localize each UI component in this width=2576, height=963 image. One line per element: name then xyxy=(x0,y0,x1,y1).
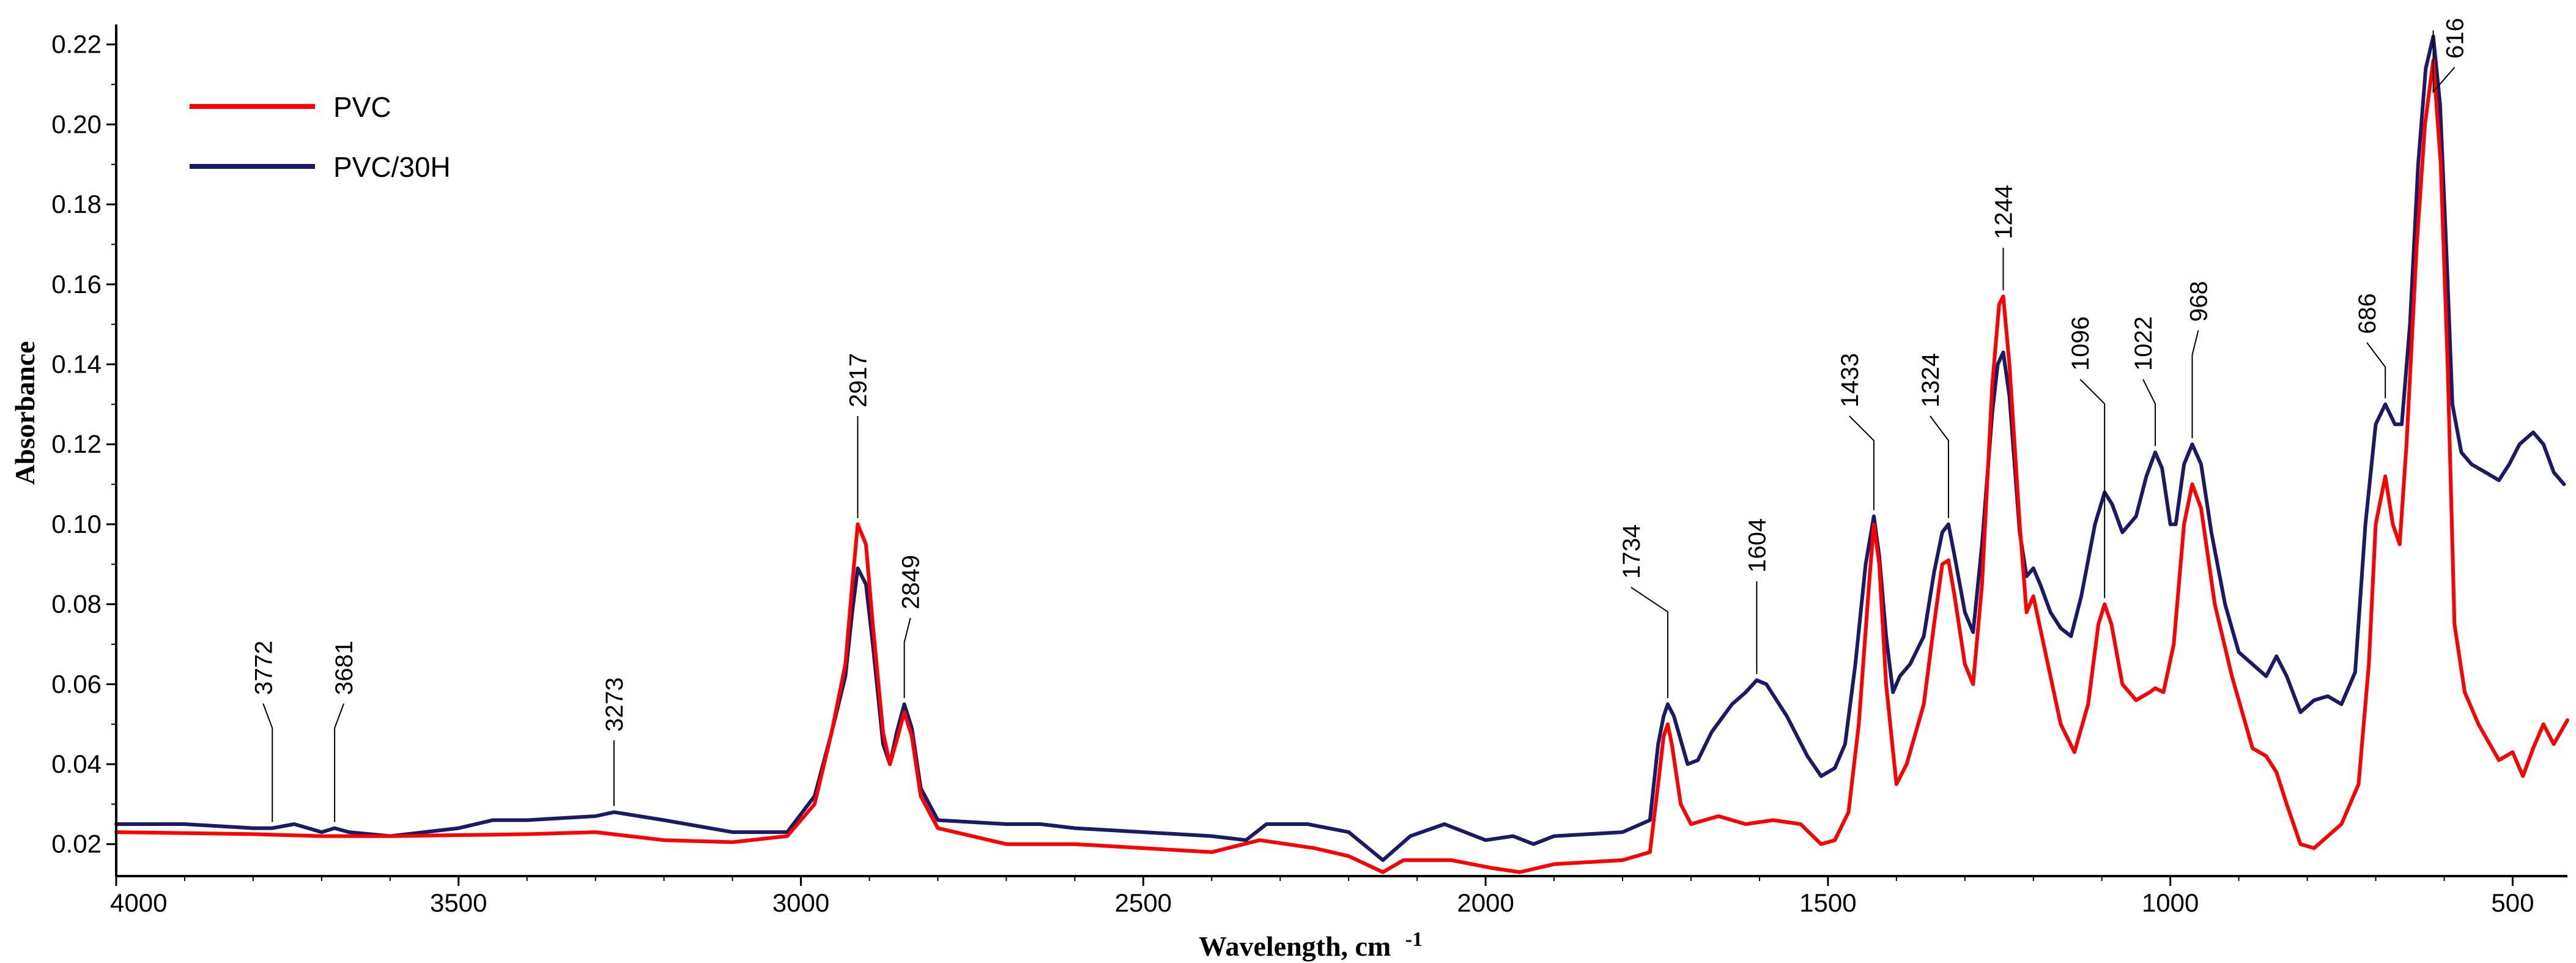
x-tick-label-2000: 2000 xyxy=(1457,888,1514,917)
peak-leader-3681 xyxy=(334,703,345,822)
peak-label-1022: 1022 xyxy=(2130,316,2157,371)
x-tick-label-3500: 3500 xyxy=(430,888,487,917)
peak-leader-2849 xyxy=(903,617,911,698)
legend-label-pvc: PVC xyxy=(333,91,391,123)
y-tick-label-7: 0.16 xyxy=(51,270,102,299)
peak-leader-1022 xyxy=(2142,379,2156,447)
y-tick-label-9: 0.20 xyxy=(51,110,102,138)
peak-leader-1734 xyxy=(1630,587,1668,698)
x-tick-label-1500: 1500 xyxy=(1799,888,1856,917)
y-tick-label-8: 0.18 xyxy=(51,190,102,218)
series-line-pvc xyxy=(114,58,2569,874)
peak-label-3772: 3772 xyxy=(250,641,277,695)
series-lines xyxy=(114,34,2569,874)
x-tick-label-2500: 2500 xyxy=(1115,888,1172,917)
legend: PVC PVC/30H xyxy=(190,91,451,183)
legend-label-pvc-30h: PVC/30H xyxy=(333,151,451,183)
axes: 4000 3500 3000 2500 2000 1500 1000 500 0.02 0.04 0… xyxy=(51,24,2567,917)
x-axis-title-sup: -1 xyxy=(1405,928,1423,951)
peak-label-2917: 2917 xyxy=(845,353,872,407)
peak-label-1734: 1734 xyxy=(1618,524,1645,579)
peak-label-1324: 1324 xyxy=(1917,353,1944,407)
y-tick-label-2: 0.06 xyxy=(51,669,102,698)
y-tick-label-0: 0.02 xyxy=(51,830,102,858)
peak-label-686: 686 xyxy=(2354,293,2381,334)
peak-label-3681: 3681 xyxy=(331,641,358,695)
x-tick-label-3000: 3000 xyxy=(772,888,829,917)
y-tick-label-3: 0.08 xyxy=(51,590,102,619)
peak-label-616: 616 xyxy=(2442,18,2469,59)
x-axis-title: Wavelength, cm -1 xyxy=(1199,928,1423,962)
peak-label-1244: 1244 xyxy=(1990,185,2017,239)
peak-label-1096: 1096 xyxy=(2067,316,2094,371)
y-axis-title: Absorbance xyxy=(9,341,40,485)
y-tick-label-5: 0.12 xyxy=(51,429,102,458)
y-tick-label-6: 0.14 xyxy=(51,349,102,378)
peak-label-1604: 1604 xyxy=(1744,518,1771,573)
peak-label-1433: 1433 xyxy=(1837,353,1864,407)
x-tick-label-4000: 4000 xyxy=(110,888,167,917)
y-tick-label-4: 0.10 xyxy=(51,510,102,538)
peak-leader-616 xyxy=(2432,30,2456,94)
peak-leader-1433 xyxy=(1849,415,1875,510)
x-axis-title-main: Wavelength, cm xyxy=(1199,931,1391,962)
x-tick-label-1000: 1000 xyxy=(2142,888,2199,917)
peak-leader-686 xyxy=(2366,342,2386,398)
peak-label-968: 968 xyxy=(2185,281,2212,322)
peak-leader-3772 xyxy=(262,703,273,822)
peak-label-2849: 2849 xyxy=(898,555,925,609)
peak-leader-1096 xyxy=(2079,379,2106,598)
x-tick-label-500: 500 xyxy=(2491,888,2534,917)
peak-annotations: 3772 3681 3273 2917 2849 1734 1604 1433 1324 1244… xyxy=(250,18,2469,822)
peak-leader-1324 xyxy=(1930,415,1949,518)
y-tick-label-10: 0.22 xyxy=(51,30,102,59)
peak-leader-968 xyxy=(2191,330,2199,439)
peak-label-3273: 3273 xyxy=(601,677,628,732)
y-tick-label-1: 0.04 xyxy=(51,749,102,778)
